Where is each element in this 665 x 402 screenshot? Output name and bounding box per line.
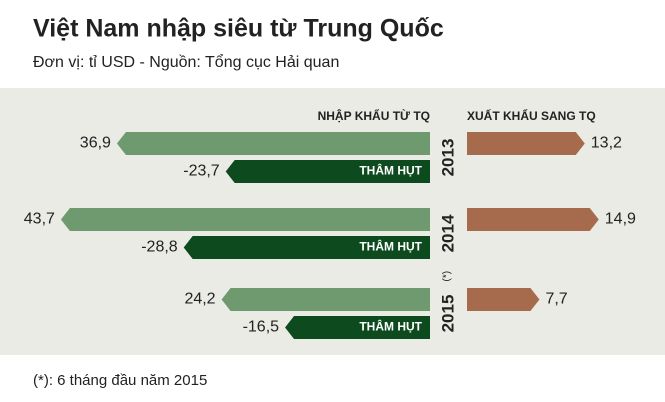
- bar: [60, 208, 431, 231]
- value-label: -16,5: [243, 319, 280, 336]
- value-label: -28,8: [141, 239, 178, 256]
- category-label: 2014: [438, 214, 457, 252]
- bar: [285, 316, 430, 339]
- bar-series-label: THÂM HỤT: [359, 319, 422, 334]
- chart-subtitle: Đơn vị: tỉ USD - Nguồn: Tổng cục Hải qua…: [33, 53, 339, 71]
- bar: [467, 288, 540, 311]
- bar: [183, 236, 430, 259]
- chart-title: Việt Nam nhập siêu từ Trung Quốc: [33, 15, 444, 43]
- series-header: NHẬP KHẨU TỪ TQ: [318, 108, 430, 123]
- value-label: 7,7: [545, 291, 567, 308]
- bar: [116, 132, 430, 155]
- value-label: 13,2: [591, 135, 622, 152]
- value-label: -23,7: [183, 163, 220, 180]
- bar: [225, 160, 430, 183]
- value-label: 43,7: [24, 211, 55, 228]
- series-header: XUẤT KHẨU SANG TQ: [467, 108, 596, 123]
- bar: [467, 208, 599, 231]
- value-label: 24,2: [184, 291, 215, 308]
- footnote: (*): 6 tháng đầu năm 2015: [33, 372, 207, 389]
- value-label: 14,9: [605, 211, 636, 228]
- category-label: 2015: [438, 295, 457, 333]
- bar-series-label: THÂM HỤT: [359, 239, 422, 254]
- value-label: 36,9: [80, 135, 111, 152]
- category-label: 2013: [438, 139, 457, 177]
- category-note: (*): [442, 271, 453, 282]
- bar-series-label: THÂM HỤT: [359, 163, 422, 178]
- bar: [221, 288, 430, 311]
- bar: [467, 132, 585, 155]
